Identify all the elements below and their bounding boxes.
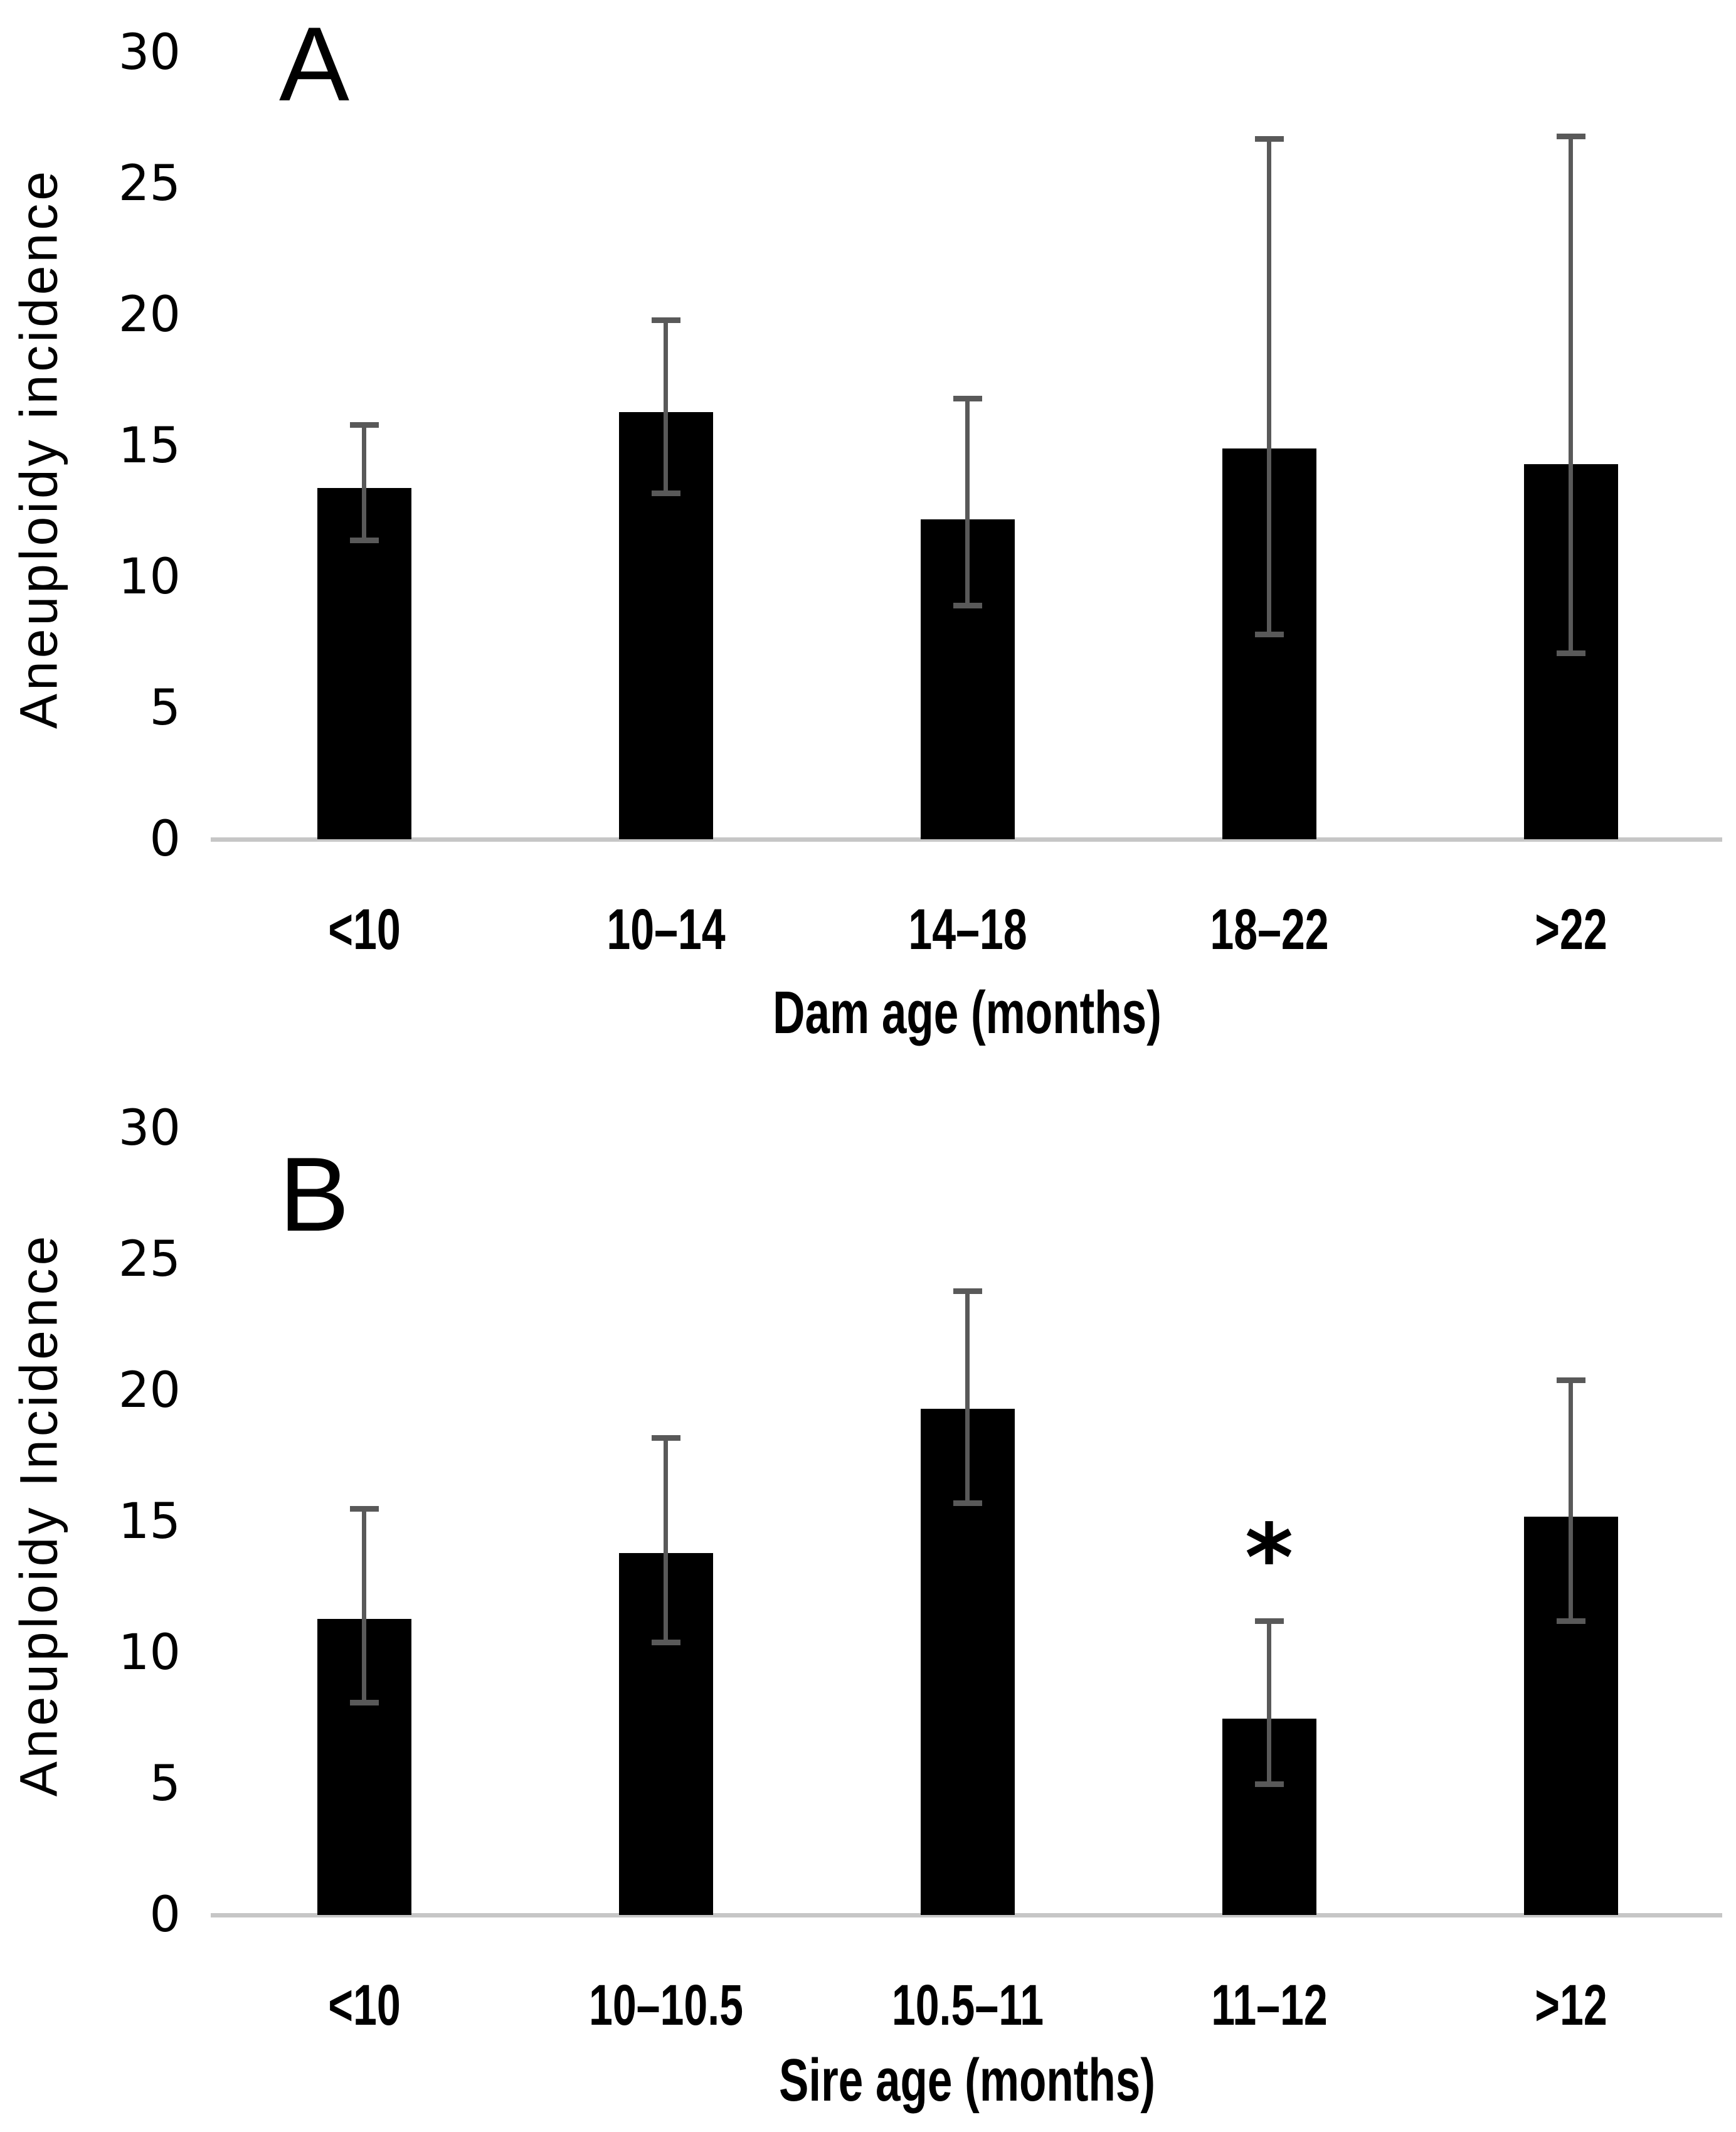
bar: [317, 487, 411, 839]
y-tick-label: 0: [149, 1887, 181, 1943]
error-bar-cap: [1556, 650, 1585, 656]
error-bar-cap: [1254, 1618, 1284, 1625]
panel-b: B Aneuploidy Incidence Sire age (months)…: [0, 1066, 1736, 2132]
error-bar-cap: [1254, 136, 1284, 142]
error-bar-line: [664, 320, 668, 494]
y-tick-label: 10: [118, 549, 181, 605]
y-tick-label: 30: [118, 1100, 181, 1157]
panel-a-x-axis-line: [211, 837, 1722, 842]
y-tick-label: 20: [118, 1362, 181, 1419]
error-bar-cap: [651, 1435, 680, 1441]
error-bar-cap: [349, 1505, 379, 1512]
error-bar-cap: [651, 490, 680, 496]
y-tick-label: 25: [118, 156, 181, 212]
y-tick-label: 5: [149, 680, 181, 736]
x-tick-label: >22: [1534, 898, 1607, 962]
y-tick-label: 5: [149, 1756, 181, 1812]
error-bar-cap: [953, 1288, 982, 1294]
y-tick-label: 20: [118, 287, 181, 343]
panel-a-x-axis-title: Dam age (months): [773, 979, 1162, 1046]
error-bar-cap: [651, 1639, 680, 1645]
error-bar-line: [1267, 1621, 1271, 1784]
error-bar-line: [362, 1509, 366, 1703]
y-tick-label: 15: [118, 1493, 181, 1550]
significance-asterisk: *: [1244, 1504, 1294, 1612]
x-tick-label: 11–12: [1210, 1973, 1328, 2037]
panel-a: A Aneuploidy incidence Dam age (months) …: [9, 5, 1722, 1046]
error-bar-cap: [1254, 632, 1284, 638]
error-bar-cap: [1556, 134, 1585, 140]
y-tick-label: 30: [118, 24, 181, 81]
error-bar-line: [965, 1291, 970, 1504]
y-tick-label: 25: [118, 1231, 181, 1288]
x-tick-label: <10: [327, 898, 401, 962]
error-bar-cap: [349, 422, 379, 428]
error-bar-cap: [651, 317, 680, 323]
error-bar-cap: [1254, 1781, 1284, 1787]
y-tick-label: 15: [118, 418, 181, 474]
error-bar-line: [664, 1438, 668, 1643]
x-tick-label: 10–10.5: [588, 1973, 743, 2037]
panel-b-x-axis-title: Sire age (months): [779, 2047, 1155, 2114]
error-bar-cap: [349, 1699, 379, 1705]
x-tick-label: <10: [327, 1973, 401, 2037]
error-bar-cap: [953, 1500, 982, 1507]
error-bar-cap: [349, 537, 379, 543]
panel-b-label: B: [279, 1135, 350, 1253]
x-tick-label: 14–18: [908, 898, 1027, 962]
error-bar-line: [965, 398, 970, 606]
y-tick-label: 0: [149, 811, 181, 867]
x-tick-label: >12: [1534, 1973, 1607, 2037]
x-tick-label: 18–22: [1209, 898, 1329, 962]
x-tick-label: 10–14: [606, 898, 726, 962]
error-bar-cap: [1556, 1377, 1585, 1383]
x-tick-label: 10.5–11: [891, 1973, 1044, 2037]
error-bar-cap: [1556, 1618, 1585, 1625]
error-bar-line: [1267, 139, 1271, 635]
panel-b-x-axis-line: [211, 1913, 1722, 1917]
y-tick-label: 10: [118, 1625, 181, 1681]
error-bar-line: [1569, 1380, 1573, 1621]
error-bar-cap: [953, 603, 982, 609]
error-bar-cap: [953, 396, 982, 402]
panel-a-label: A: [279, 5, 350, 123]
error-bar-line: [362, 425, 366, 541]
error-bar-line: [1569, 136, 1573, 654]
